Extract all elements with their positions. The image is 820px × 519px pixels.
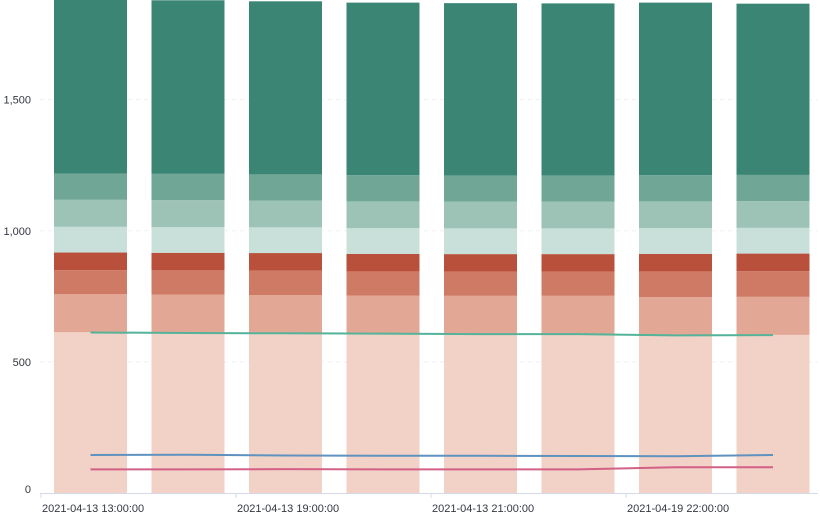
bar-segment-2-5 — [249, 200, 322, 228]
bar-segment-6-6 — [639, 175, 712, 202]
x-tick-label-2: 2021-04-13 21:00:00 — [432, 503, 534, 515]
bar-segment-2-3 — [249, 253, 322, 271]
bar-segment-1-1 — [151, 294, 225, 334]
bar-segment-6-2 — [639, 271, 712, 298]
y-tick-label-2: 1,000 — [3, 226, 31, 238]
bar-segment-1-2 — [151, 270, 225, 295]
bar-segment-3-7 — [346, 2, 420, 176]
line-layer — [90, 331, 774, 471]
bar-segment-4-7 — [444, 3, 517, 176]
bar-segment-3-5 — [346, 201, 420, 229]
bar-segment-4-4 — [444, 228, 517, 255]
bar-segment-3-3 — [346, 253, 420, 272]
bar-segment-3-1 — [346, 295, 420, 334]
series-line-0 — [90, 331, 774, 337]
bar-segment-2-6 — [249, 174, 322, 201]
series-line-1 — [90, 453, 774, 458]
bar-segment-1-3 — [151, 252, 225, 271]
bar-segment-7-3 — [736, 253, 810, 272]
bar-segment-2-0 — [249, 333, 322, 493]
series-line-2 — [90, 466, 773, 471]
bar-segment-2-7 — [249, 1, 322, 175]
bar-segment-7-6 — [736, 174, 810, 202]
bar-segment-6-0 — [639, 335, 712, 493]
bar-segment-4-5 — [444, 201, 517, 229]
bar-segment-6-4 — [639, 228, 712, 254]
bar-segment-4-1 — [444, 295, 517, 334]
bar-segment-7-2 — [736, 271, 810, 297]
bar-layer — [54, 0, 810, 493]
bar-segment-5-2 — [541, 271, 615, 296]
bar-segment-0-3 — [54, 252, 127, 271]
bar-segment-0-5 — [54, 199, 127, 227]
bar-segment-5-4 — [541, 228, 615, 255]
x-tick-label-0: 2021-04-13 13:00:00 — [42, 503, 144, 515]
bar-segment-2-1 — [249, 295, 322, 334]
bar-segment-1-5 — [151, 200, 225, 228]
y-tick-label-3: 1,500 — [3, 95, 31, 107]
bar-segment-6-3 — [639, 253, 712, 272]
bar-segment-7-7 — [736, 3, 810, 175]
y-tick-label-1: 500 — [13, 357, 31, 369]
bar-segment-5-3 — [541, 254, 615, 272]
x-tick-label-1: 2021-04-13 19:00:00 — [237, 503, 339, 515]
bar-segment-4-6 — [444, 175, 517, 202]
x-tick-label-3: 2021-04-19 22:00:00 — [627, 503, 729, 515]
bar-segment-6-1 — [639, 297, 712, 336]
axis-layer: 0 500 1,000 1,500 2021-04-13 13:00:00 2021-04… — [3, 95, 818, 515]
bar-segment-7-4 — [736, 227, 810, 254]
bar-segment-1-4 — [151, 227, 225, 253]
bar-segment-5-5 — [541, 201, 615, 229]
bar-segment-5-6 — [541, 175, 615, 202]
bar-segment-4-0 — [444, 333, 517, 493]
bar-segment-3-4 — [346, 228, 420, 254]
bar-segment-7-1 — [736, 296, 810, 335]
bar-segment-0-7 — [54, 0, 127, 174]
bar-segment-6-5 — [639, 201, 712, 229]
bar-segment-0-6 — [54, 173, 127, 200]
bar-segment-2-2 — [249, 270, 322, 296]
bar-segment-3-2 — [346, 271, 420, 296]
bar-segment-1-7 — [151, 0, 225, 174]
bar-segment-1-0 — [151, 333, 225, 493]
bar-segment-0-1 — [54, 294, 127, 333]
bar-segment-5-1 — [541, 295, 615, 334]
bar-segment-0-0 — [54, 332, 127, 493]
bar-segment-4-3 — [444, 254, 517, 272]
bar-segment-3-6 — [346, 175, 420, 202]
bar-segment-7-0 — [736, 334, 810, 493]
bar-segment-7-5 — [736, 201, 810, 228]
bar-segment-2-4 — [249, 227, 322, 254]
y-tick-label-0: 0 — [25, 484, 31, 496]
bar-segment-0-2 — [54, 270, 127, 295]
bar-segment-6-7 — [639, 2, 712, 176]
bar-segment-3-0 — [346, 333, 420, 493]
bar-segment-4-2 — [444, 271, 517, 296]
bar-segment-1-6 — [151, 173, 225, 201]
bar-segment-0-4 — [54, 226, 127, 253]
bar-segment-5-7 — [541, 3, 615, 176]
bar-segment-5-0 — [541, 333, 615, 493]
